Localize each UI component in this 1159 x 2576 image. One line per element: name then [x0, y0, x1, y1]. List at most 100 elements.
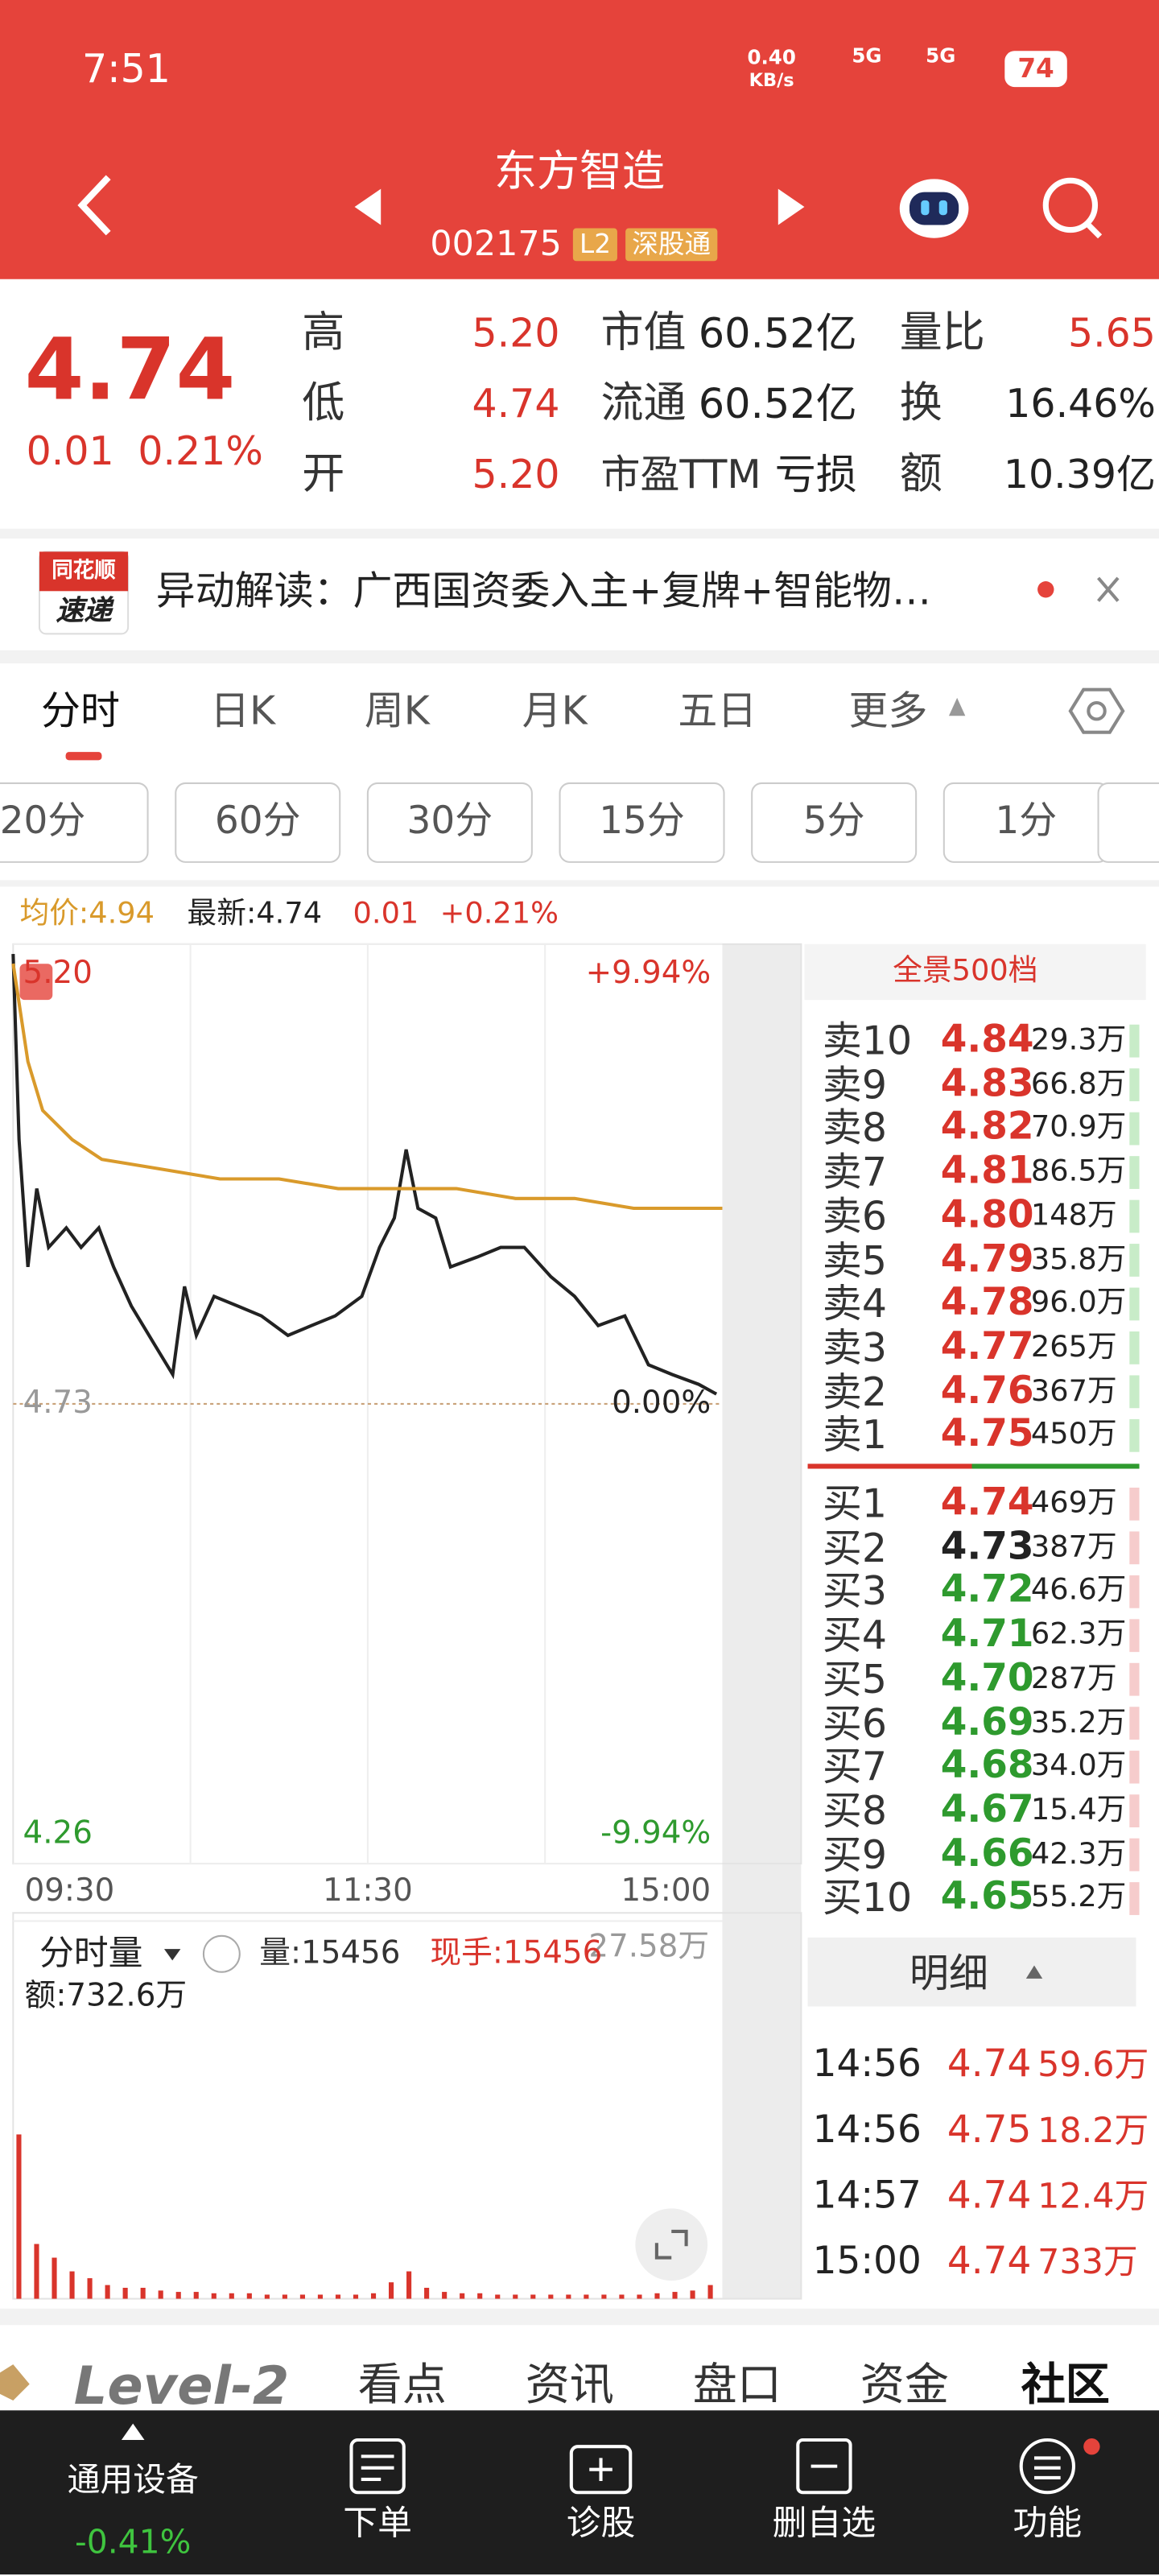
- stat-label: 额: [899, 449, 942, 500]
- sector-change: -0.41%: [75, 2521, 192, 2562]
- bottom-tab[interactable]: 看点: [357, 2360, 447, 2412]
- function-icon[interactable]: [1019, 2438, 1100, 2495]
- period-button[interactable]: 60分: [214, 800, 301, 844]
- book-label: 卖7: [822, 1149, 888, 1196]
- y2-tick-label: -9.94%: [600, 1814, 711, 1852]
- book-price: 4.75: [940, 1413, 1034, 1456]
- order-icon[interactable]: [349, 2438, 406, 2495]
- stat-label: 量比: [899, 308, 985, 358]
- stat-value: 60.52亿: [698, 309, 857, 357]
- book-header-bg: [804, 943, 1146, 1001]
- volume-bar: [406, 2271, 412, 2299]
- book-price: 4.76: [940, 1369, 1034, 1413]
- book-volume: 15.4万: [1030, 1793, 1127, 1827]
- detail-volume: 12.4万: [1037, 2176, 1149, 2216]
- book-label: 卖6: [822, 1193, 888, 1240]
- volume-bar: [601, 2294, 607, 2299]
- b-marker: [19, 964, 53, 1001]
- detail-time: 15:00: [812, 2240, 922, 2284]
- book-volume: 29.3万: [1030, 1022, 1127, 1058]
- news-logo: 速递: [56, 595, 112, 629]
- chart-tab[interactable]: 月K: [522, 687, 588, 734]
- volume-amount: 额:732.6万: [24, 1977, 188, 2014]
- expand-icon[interactable]: [635, 2208, 708, 2281]
- book-price: 4.79: [940, 1237, 1034, 1281]
- news-logo: 同花顺: [52, 559, 116, 584]
- detail-time: 14:56: [812, 2108, 922, 2153]
- x-tick-label: 09:30: [24, 1872, 115, 1909]
- chart-tab[interactable]: 周K: [364, 687, 430, 734]
- volume-title[interactable]: 分时量: [39, 1933, 143, 1973]
- book-price: 4.70: [940, 1657, 1034, 1700]
- latest-change: 0.01: [353, 896, 419, 931]
- stat-label: 低: [302, 379, 345, 429]
- back-icon[interactable]: [77, 175, 111, 236]
- stat-label: 市盈TTM: [600, 451, 761, 498]
- news-text[interactable]: 异动解读：广西国资委入主+复牌+智能物…: [155, 568, 931, 614]
- detail-title[interactable]: 明细: [909, 1951, 988, 1997]
- book-price: 4.83: [940, 1063, 1034, 1106]
- bottom-tab[interactable]: Level-2: [73, 2354, 290, 2417]
- nav-item[interactable]: 诊股: [566, 2503, 636, 2543]
- stat-value: 5.20: [472, 451, 560, 498]
- volume-total: 量:15456: [259, 1934, 401, 1971]
- prev-icon[interactable]: [354, 188, 382, 225]
- bottom-tab[interactable]: 资金: [860, 2360, 949, 2412]
- period-button[interactable]: 20分: [0, 800, 86, 844]
- depth-indicator: [1129, 1024, 1140, 1058]
- period-button[interactable]: 5分: [802, 800, 865, 844]
- nav-item[interactable]: 删自选: [772, 2503, 876, 2543]
- volume-bar: [69, 2271, 75, 2299]
- search-icon[interactable]: [1042, 177, 1103, 239]
- nav-item[interactable]: 下单: [343, 2503, 412, 2543]
- latest-pct: +0.21%: [439, 896, 559, 931]
- volume-bar: [175, 2292, 181, 2299]
- detail-price: 4.74: [947, 2174, 1032, 2218]
- remove-icon[interactable]: [796, 2438, 852, 2495]
- book-price: 4.80: [940, 1194, 1034, 1237]
- period-button[interactable]: 1分: [995, 800, 1058, 844]
- book-label: 买3: [822, 1568, 888, 1615]
- chart-tab[interactable]: 分时: [40, 687, 120, 734]
- close-icon[interactable]: [1097, 576, 1120, 602]
- volume-bar: [122, 2287, 128, 2299]
- book-volume: 46.6万: [1030, 1573, 1127, 1608]
- book-label: 卖5: [822, 1236, 888, 1284]
- bottom-tab[interactable]: 盘口: [692, 2360, 782, 2412]
- volume-bar: [229, 2293, 234, 2299]
- bottom-tab[interactable]: 社区: [1021, 2360, 1110, 2412]
- news-dot: [1037, 581, 1054, 598]
- robot-icon[interactable]: [899, 179, 969, 238]
- book-volume: 96.0万: [1030, 1286, 1127, 1321]
- period-button-bg: [559, 782, 725, 863]
- help-icon[interactable]: [202, 1934, 241, 1973]
- book-label: 买2: [822, 1525, 888, 1571]
- volume-bar: [317, 2294, 324, 2299]
- volume-bar: [424, 2287, 430, 2299]
- bottom-tab[interactable]: 资讯: [525, 2360, 614, 2412]
- book-volume: 42.3万: [1030, 1836, 1127, 1872]
- diagnose-icon[interactable]: [569, 2445, 633, 2495]
- period-button[interactable]: 30分: [406, 800, 493, 844]
- status-net: 5G: [852, 44, 882, 68]
- chart-tab[interactable]: 更多: [848, 687, 928, 734]
- volume-bar: [495, 2294, 501, 2299]
- book-price: 4.78: [940, 1282, 1034, 1325]
- volume-bar: [707, 2285, 713, 2299]
- detail-volume: 59.6万: [1037, 2045, 1149, 2085]
- volume-max-label: 27.58万: [588, 1928, 710, 1965]
- depth-indicator: [1129, 1487, 1140, 1521]
- volume-bar: [389, 2282, 394, 2299]
- chart-tab[interactable]: 日K: [210, 687, 276, 734]
- settings-icon[interactable]: [1068, 687, 1125, 734]
- sector-name[interactable]: 通用设备: [67, 2459, 199, 2500]
- nav-item[interactable]: 功能: [1013, 2503, 1083, 2543]
- book-label: 卖8: [822, 1105, 888, 1152]
- period-button[interactable]: 15分: [599, 800, 685, 844]
- chart-tab[interactable]: 五日: [678, 687, 757, 734]
- volume-bar: [654, 2293, 660, 2299]
- next-icon[interactable]: [777, 188, 805, 225]
